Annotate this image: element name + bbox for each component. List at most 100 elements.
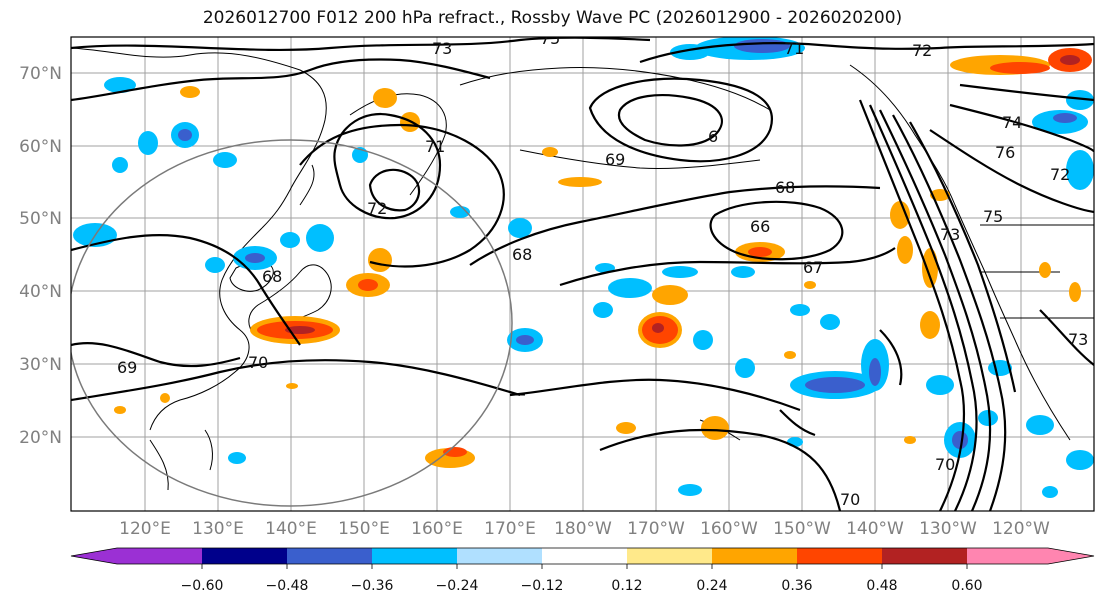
contour-label: 71	[425, 137, 445, 156]
aleutian-chain	[519, 149, 761, 169]
colorbar: −0.60 −0.48 −0.36 −0.24 −0.12 0.12 0.24 …	[70, 547, 1095, 594]
contour-70	[71, 359, 521, 402]
contour-label: 76	[995, 143, 1015, 162]
contour-label: 68	[775, 178, 795, 197]
contour-label: 73	[940, 225, 960, 244]
contour-label: 71	[784, 39, 804, 58]
colorbar-tick-label: −0.12	[521, 578, 564, 594]
map-title: 2026012700 F012 200 hPa refract., Rossby…	[202, 8, 903, 28]
contour-small-2	[779, 409, 816, 437]
colorbar-outline	[70, 547, 1095, 565]
lon-label: 140°W	[846, 519, 904, 539]
contour-label: 75	[540, 29, 560, 48]
positive-shading	[114, 48, 1092, 468]
contour-label: 69	[605, 150, 625, 169]
sakhalin-coast	[299, 164, 315, 206]
colorbar-tick-label: 0.48	[866, 578, 897, 594]
southeast-asia-coast	[149, 429, 213, 491]
contour-73-east	[1039, 309, 1094, 366]
contour-label: 68	[262, 267, 282, 286]
lat-label: 60°N	[19, 137, 62, 157]
lon-label: 160°W	[700, 519, 758, 539]
contour-69-inner	[617, 94, 723, 147]
lon-label: 150°E	[338, 519, 390, 539]
north-america-coast	[849, 64, 1071, 441]
contour-69	[71, 342, 241, 368]
lon-label: 120°W	[992, 519, 1050, 539]
colorbar-ticks	[201, 564, 968, 569]
lon-label: 160°E	[411, 519, 463, 539]
lat-label: 30°N	[19, 355, 62, 375]
contour-label: 70	[935, 455, 955, 474]
contour-label: 70	[248, 353, 268, 372]
colorbar-segment	[202, 548, 287, 564]
contour-ridge-3	[879, 109, 992, 511]
longitude-labels: 120°E 130°E 140°E 150°E 160°E 170°E 180°…	[119, 519, 1050, 539]
colorbar-segment	[117, 548, 202, 564]
contour-71-trough	[299, 123, 505, 268]
lon-label: 120°E	[119, 519, 171, 539]
contour-66	[709, 200, 844, 261]
latitude-labels: 70°N 60°N 50°N 40°N 30°N 20°N	[19, 64, 62, 448]
lon-label: 140°E	[265, 519, 317, 539]
contour-label: 73	[1068, 330, 1088, 349]
contour-67	[559, 247, 896, 287]
contour-label: 66	[750, 217, 770, 236]
contour-68	[469, 185, 881, 266]
contour-72-east	[939, 42, 1094, 50]
contour-71	[639, 42, 941, 64]
contour-lines	[71, 37, 1094, 511]
contour-68-west	[71, 233, 301, 346]
lon-label: 150°W	[773, 519, 831, 539]
colorbar-tick-label: 0.24	[696, 578, 727, 594]
contour-label: 72	[367, 199, 387, 218]
lon-label: 170°E	[484, 519, 536, 539]
colorbar-tick-label: 0.12	[611, 578, 642, 594]
contour-label: 72	[1050, 165, 1070, 184]
contour-72-low-inner	[368, 168, 421, 212]
lat-label: 50°N	[19, 209, 62, 229]
contour-label-group: 73 75 71 72 74 76 72 75 73 71 72 69 68 6…	[117, 29, 1088, 509]
contour-70-south	[599, 428, 842, 511]
lon-label: 130°E	[192, 519, 244, 539]
contour-label: 6	[708, 127, 718, 146]
contour-76	[949, 103, 1094, 153]
contour-label: 67	[803, 258, 823, 277]
lon-label: 170°W	[627, 519, 685, 539]
contour-label: 75	[983, 207, 1003, 226]
contour-label: 68	[512, 245, 532, 264]
asia-coast	[71, 47, 327, 229]
contour-ridge-1	[858, 99, 966, 511]
lon-label: 130°W	[919, 519, 977, 539]
colorbar-segment	[967, 548, 1048, 564]
colorbar-segment	[627, 548, 712, 564]
map-frame	[70, 36, 1095, 512]
colorbar-segment	[712, 548, 797, 564]
colorbar-segment	[882, 548, 967, 564]
japan-coast	[248, 264, 332, 336]
lat-label: 20°N	[19, 428, 62, 448]
region-circle	[71, 139, 513, 507]
contour-70-mid	[509, 378, 801, 412]
colorbar-tick-label: −0.48	[266, 578, 309, 594]
colorbar-tick-label: −0.60	[181, 578, 224, 594]
contour-ridge-4	[892, 114, 1007, 511]
china-coast	[149, 227, 263, 431]
contour-74	[959, 83, 1094, 102]
contour-72	[71, 58, 491, 102]
colorbar-segment	[287, 548, 372, 564]
colorbar-tick-label: 0.36	[781, 578, 812, 594]
contour-label: 70	[840, 490, 860, 509]
contour-ridge-5	[909, 121, 1017, 393]
contour-label: 72	[912, 41, 932, 60]
contour-75	[929, 129, 1094, 214]
lat-label: 70°N	[19, 64, 62, 84]
colorbar-extend-low	[71, 548, 117, 564]
contour-69-ring	[588, 77, 773, 163]
alaska-north-coast	[459, 66, 771, 111]
contour-label: 74	[1002, 113, 1022, 132]
contour-label: 73	[432, 39, 452, 58]
colorbar-segment	[797, 548, 882, 564]
colorbar-segment	[542, 548, 627, 564]
